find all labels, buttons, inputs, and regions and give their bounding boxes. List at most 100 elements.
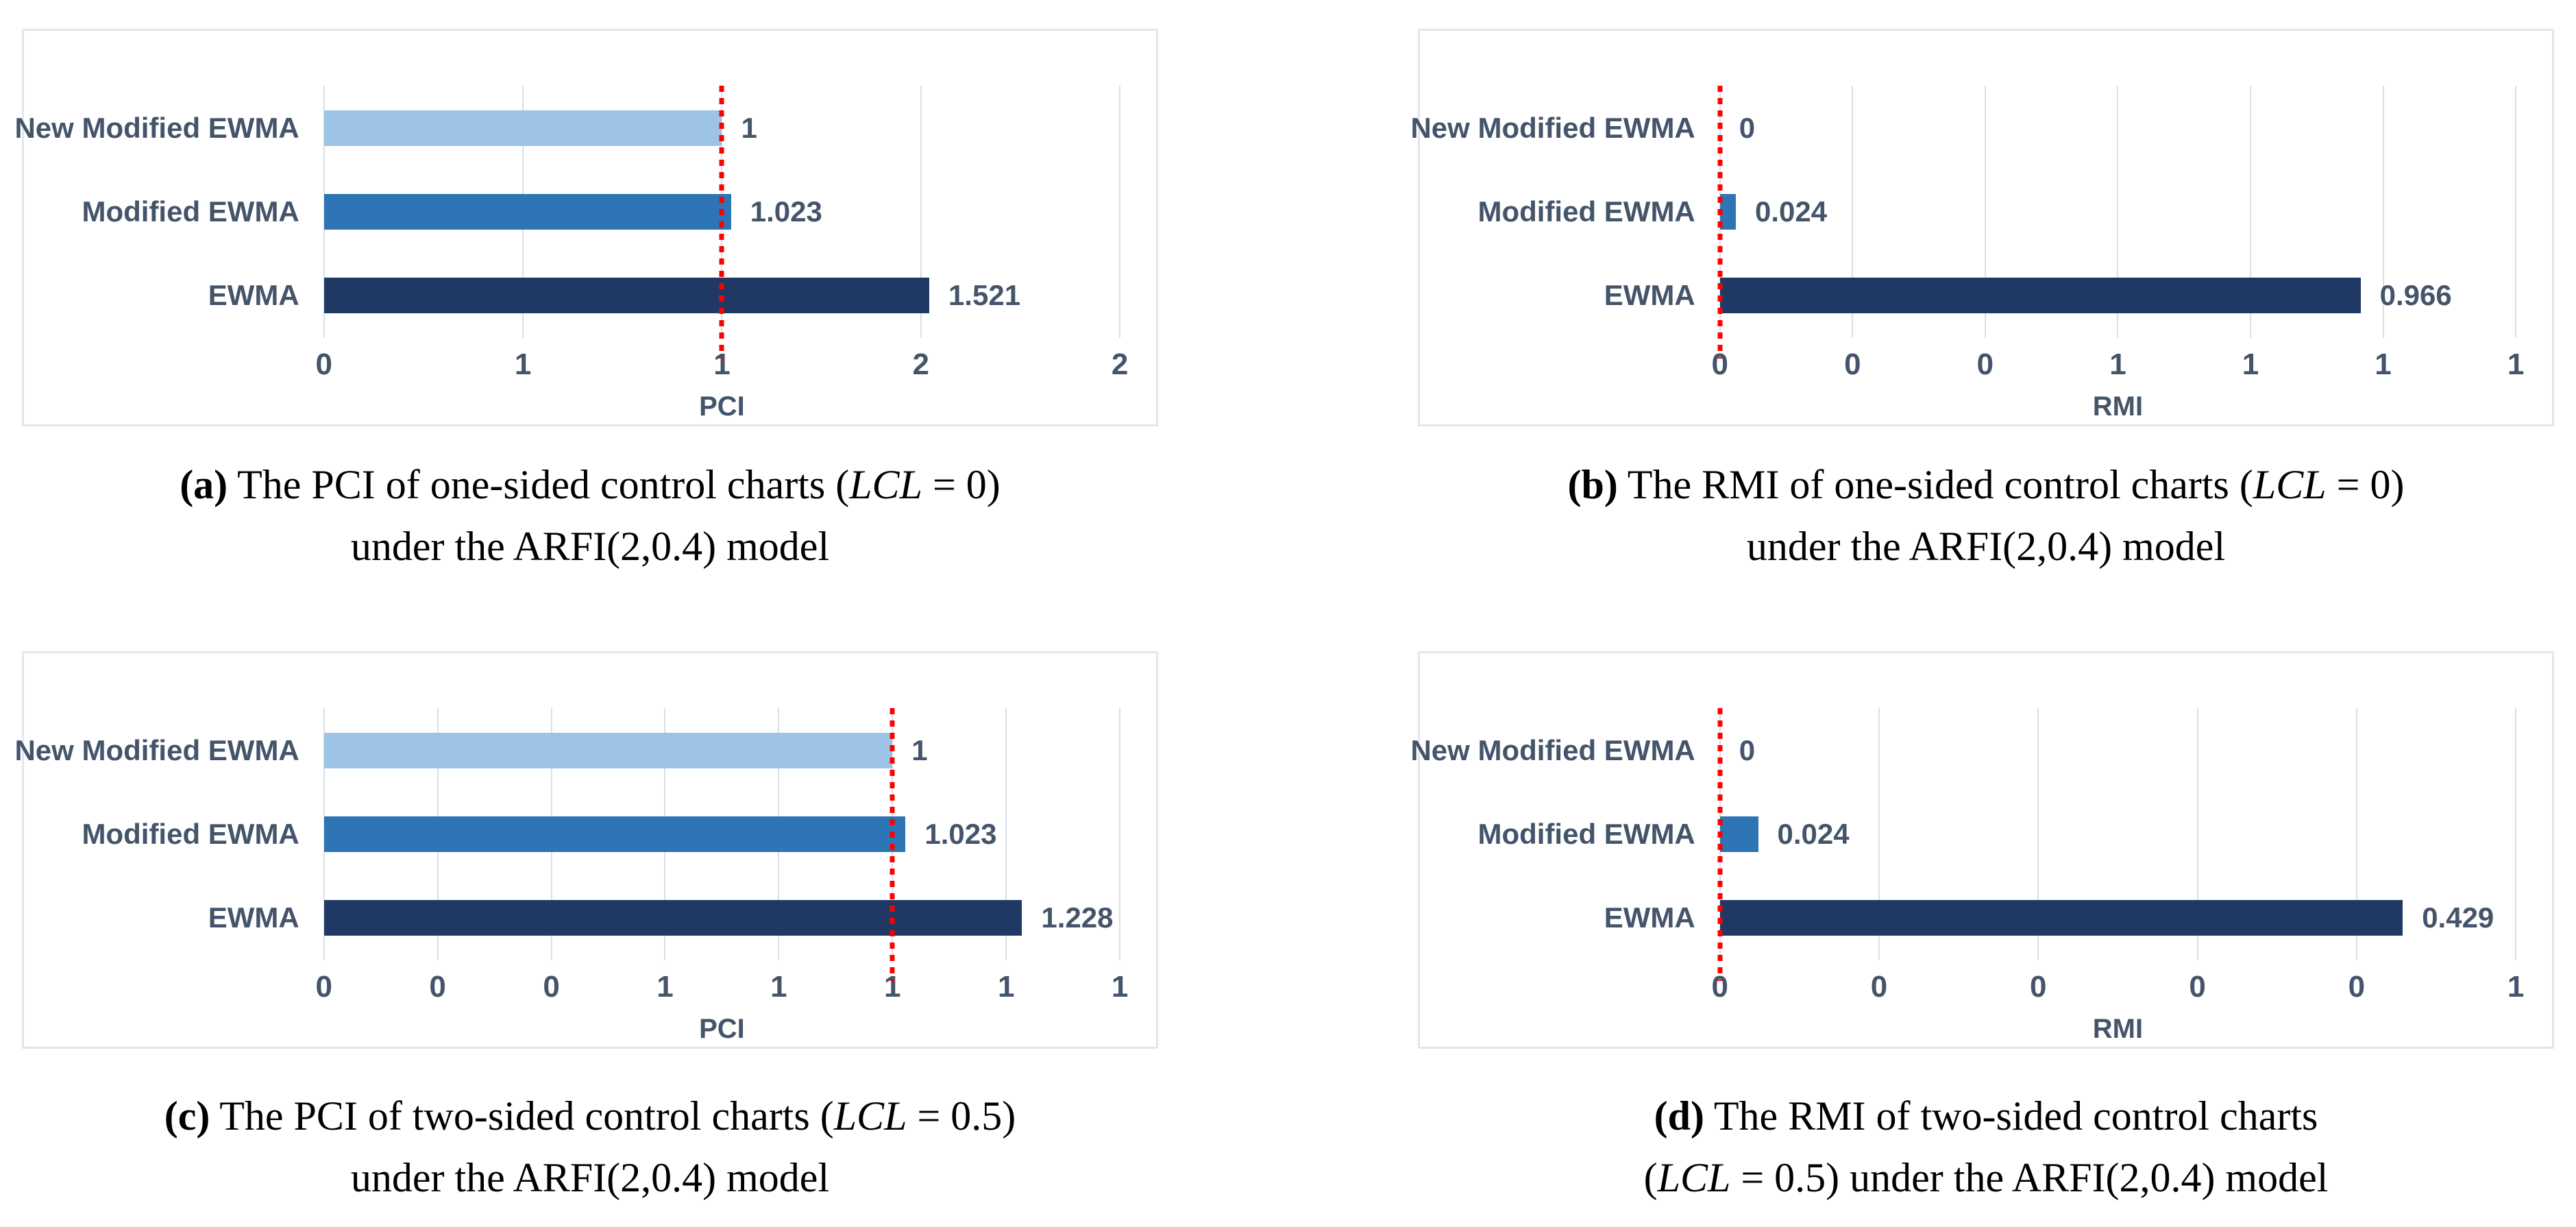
gridline-b-3 <box>2117 86 2119 338</box>
caption-d-line-2: (LCL = 0.5) under the ARFI(2,0.4) model <box>1418 1147 2554 1208</box>
caption-math-term: LCL <box>2253 462 2327 507</box>
caption-b: (b) The RMI of one-sided control charts … <box>1418 454 2554 577</box>
category-label-new-modified-ewma: New Modified EWMA <box>14 111 299 144</box>
caption-a: (a) The PCI of one-sided control charts … <box>22 454 1158 577</box>
panel-c: 0 0 0 1 1 1 1 1 New Modified EWMA 1 Modified EWMA 1… <box>14 651 1158 1049</box>
caption-a-line-2: under the ARFI(2,0.4) model <box>22 515 1158 577</box>
x-tick-label-d-4: 0 <box>2348 969 2366 1004</box>
caption-math-term: LCL <box>849 462 922 507</box>
gridline-d-4 <box>2355 708 2357 960</box>
caption-text-segment: (c) <box>164 1093 210 1139</box>
caption-text-segment: ( <box>1643 1155 1658 1200</box>
gridline-c-7 <box>1119 708 1121 960</box>
x-axis-title-b: RMI <box>2092 391 2144 422</box>
panel-a: 0 1 1 2 2 New Modified EWMA 1 Modified EWMA 1.02… <box>14 29 1158 426</box>
value-label-c-modified-ewma: 1.023 <box>924 818 997 851</box>
gridline-a-4 <box>1119 86 1121 338</box>
plot-area-c: 0 0 0 1 1 1 1 1 New Modified EWMA 1 Modified EWMA 1… <box>14 708 1128 1044</box>
caption-b-line-2: under the ARFI(2,0.4) model <box>1418 515 2554 577</box>
x-tick-label-a-1: 1 <box>514 347 532 381</box>
value-label-c-ewma: 1.228 <box>1041 901 1114 934</box>
caption-text-segment: = 0.5) under the ARFI(2,0.4) model <box>1730 1155 2329 1200</box>
value-label-d-new-modified-ewma: 0 <box>1739 733 1756 766</box>
gridline-d-3 <box>2196 708 2198 960</box>
bar-c-ewma <box>323 900 1022 936</box>
x-tick-label-b-2: 0 <box>1976 347 1994 381</box>
x-tick-label-b-4: 1 <box>2242 347 2259 381</box>
x-tick-label-a-0: 0 <box>315 347 333 381</box>
caption-c: (c) The PCI of two-sided control charts … <box>22 1085 1158 1208</box>
category-label-modified-ewma: Modified EWMA <box>82 195 299 228</box>
x-tick-label-c-7: 1 <box>1111 969 1129 1004</box>
caption-c-line-1: (c) The PCI of two-sided control charts … <box>22 1085 1158 1147</box>
value-label-a-ewma: 1.521 <box>948 279 1021 312</box>
x-axis-title-c: PCI <box>699 1013 745 1044</box>
caption-c-line-2: under the ARFI(2,0.4) model <box>22 1147 1158 1208</box>
gridline-d-2 <box>2037 708 2039 960</box>
reference-line-c <box>890 708 895 981</box>
value-label-a-new-modified-ewma: 1 <box>741 111 757 144</box>
x-tick-label-d-1: 0 <box>1870 969 1888 1004</box>
reference-line-a <box>719 86 724 359</box>
caption-text-segment: = 0) <box>2326 462 2405 507</box>
caption-text-segment: The RMI of two-sided control charts <box>1704 1093 2318 1139</box>
gridline-b-6 <box>2515 86 2517 338</box>
x-tick-label-d-5: 1 <box>2507 969 2525 1004</box>
caption-d: (d) The RMI of two-sided control charts(… <box>1418 1085 2554 1208</box>
x-tick-label-c-2: 0 <box>543 969 560 1004</box>
value-label-b-modified-ewma: 0.024 <box>1754 195 1828 228</box>
plot-area-b: 0 0 0 1 1 1 1 New Modified EWMA 0 Modified EWMA 0.… <box>1410 86 2524 422</box>
bar-c-new-modified-ewma <box>323 732 893 768</box>
caption-text-segment: = 0.5) <box>907 1093 1016 1139</box>
gridline-b-2 <box>1984 86 1986 338</box>
caption-b-line-1: (b) The RMI of one-sided control charts … <box>1418 454 2554 515</box>
x-tick-label-c-4: 1 <box>770 969 787 1004</box>
x-tick-label-a-3: 2 <box>912 347 930 381</box>
bar-b-ewma <box>1719 278 2361 314</box>
x-tick-label-c-6: 1 <box>997 969 1015 1004</box>
category-label-new-modified-ewma: New Modified EWMA <box>1410 733 1695 766</box>
value-label-d-modified-ewma: 0.024 <box>1777 818 1850 851</box>
plot-area-a: 0 1 1 2 2 New Modified EWMA 1 Modified EWMA 1.02… <box>14 86 1128 422</box>
x-axis-title-d: RMI <box>2092 1013 2144 1044</box>
x-tick-label-c-1: 0 <box>429 969 446 1004</box>
category-label-new-modified-ewma: New Modified EWMA <box>1410 111 1695 144</box>
category-label-modified-ewma: Modified EWMA <box>1477 818 1695 851</box>
category-label-ewma: EWMA <box>1604 279 1695 312</box>
bar-b-modified-ewma <box>1719 194 1736 230</box>
panel-b: 0 0 0 1 1 1 1 New Modified EWMA 0 Modified EWMA 0.… <box>1410 29 2554 426</box>
caption-text-segment: The PCI of two-sided control charts ( <box>210 1093 834 1139</box>
reference-line-b <box>1717 86 1723 359</box>
caption-text-segment: The PCI of one-sided control charts ( <box>228 462 850 507</box>
category-label-ewma: EWMA <box>208 279 299 312</box>
x-tick-label-c-3: 1 <box>657 969 674 1004</box>
value-label-d-ewma: 0.429 <box>2422 901 2494 934</box>
gridline-c-6 <box>1005 708 1007 960</box>
caption-text-segment: (a) <box>180 462 228 507</box>
caption-text-segment: The RMI of one-sided control charts ( <box>1617 462 2253 507</box>
category-label-new-modified-ewma: New Modified EWMA <box>14 733 299 766</box>
x-tick-label-d-2: 0 <box>2030 969 2047 1004</box>
caption-math-term: LCL <box>1657 1155 1731 1200</box>
gridline-d-5 <box>2515 708 2517 960</box>
panel-d: 0 0 0 0 0 1 New Modified EWMA 0 Modified EWMA 0.0… <box>1410 651 2554 1049</box>
category-label-modified-ewma: Modified EWMA <box>82 818 299 851</box>
caption-d-line-1: (d) The RMI of two-sided control charts <box>1418 1085 2554 1147</box>
x-tick-label-d-3: 0 <box>2189 969 2206 1004</box>
value-label-b-new-modified-ewma: 0 <box>1739 111 1756 144</box>
category-label-ewma: EWMA <box>1604 901 1695 934</box>
x-tick-label-b-1: 0 <box>1844 347 1861 381</box>
caption-a-line-1: (a) The PCI of one-sided control charts … <box>22 454 1158 515</box>
x-tick-label-b-5: 1 <box>2375 347 2392 381</box>
value-label-c-new-modified-ewma: 1 <box>911 733 928 766</box>
caption-text-segment: (d) <box>1654 1093 1704 1139</box>
plot-area-d: 0 0 0 0 0 1 New Modified EWMA 0 Modified EWMA 0.0… <box>1410 708 2524 1044</box>
gridline-a-3 <box>920 86 922 338</box>
value-label-a-modified-ewma: 1.023 <box>750 195 822 228</box>
bar-a-modified-ewma <box>323 194 731 230</box>
gridline-b-1 <box>1852 86 1854 338</box>
reference-line-d <box>1717 708 1723 981</box>
caption-math-term: LCL <box>833 1093 907 1139</box>
bar-d-ewma <box>1719 900 2403 936</box>
